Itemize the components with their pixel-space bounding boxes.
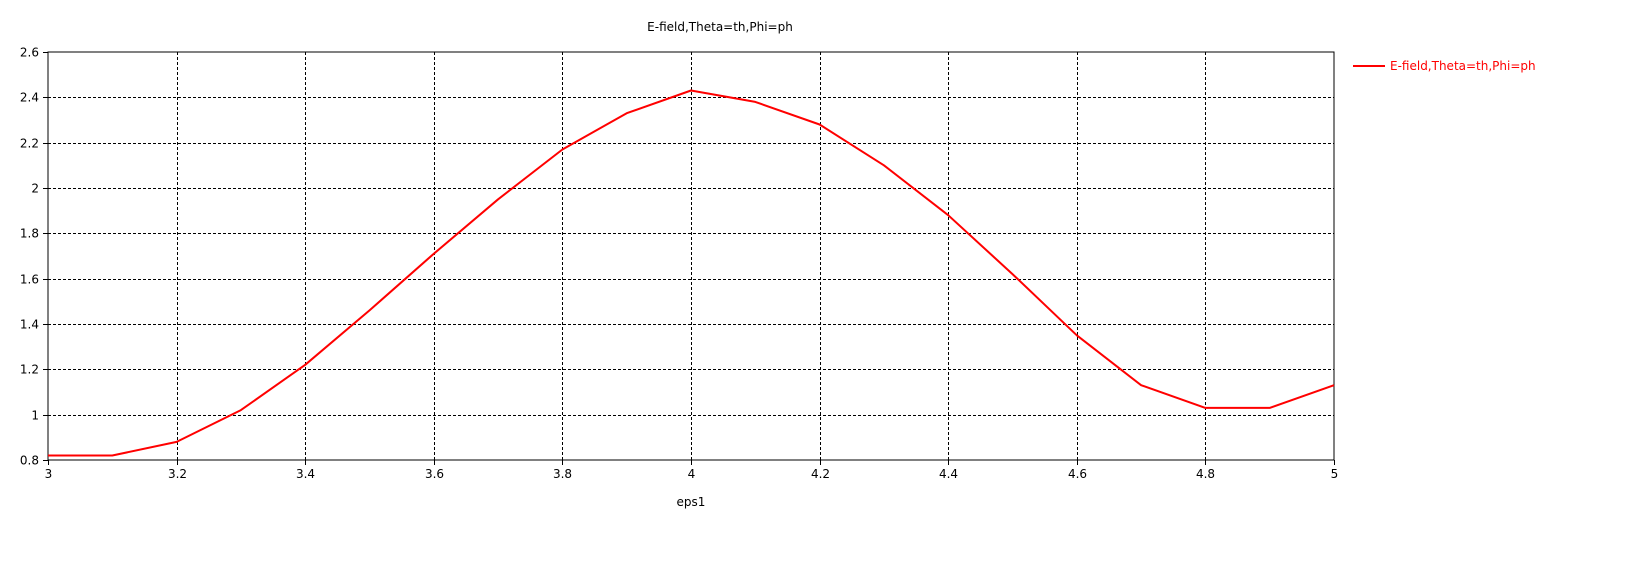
y-axis-tick-labels: 0.8 1 1.2 1.4 1.6 1.8 2 2.2 2.4 2.6 — [20, 46, 39, 468]
y-tick-label: 0.8 — [20, 454, 39, 468]
y-tick-label: 2.2 — [20, 137, 39, 151]
y-tick-label: 1.2 — [20, 363, 39, 377]
x-tick-label: 3.6 — [425, 467, 444, 481]
x-tick-label: 5 — [1331, 467, 1339, 481]
legend-label: E-field,Theta=th,Phi=ph — [1390, 59, 1536, 73]
y-tick-label: 2.4 — [20, 91, 39, 105]
y-tick-label: 2.6 — [20, 46, 39, 60]
x-tick-label: 4.4 — [939, 467, 958, 481]
y-tick-label: 2 — [31, 182, 39, 196]
y-tick-label: 1.6 — [20, 273, 39, 287]
y-tick-label: 1.8 — [20, 227, 39, 241]
series-lines — [48, 89, 1335, 457]
x-axis-tick-labels: 3 3.2 3.4 3.6 3.8 4 4.2 4.4 4.6 4.8 5 — [45, 467, 1339, 481]
x-tick-label: 3.2 — [168, 467, 187, 481]
chart-title: E-field,Theta=th,Phi=ph — [647, 20, 793, 34]
y-tick-label: 1.4 — [20, 318, 39, 332]
x-tick-label: 4.6 — [1068, 467, 1087, 481]
x-tick-label: 3 — [45, 467, 53, 481]
x-tick-label: 3.8 — [553, 467, 572, 481]
x-tick-label: 3.4 — [296, 467, 315, 481]
x-axis-label: eps1 — [677, 495, 706, 509]
x-tick-label: 4.8 — [1196, 467, 1215, 481]
axis-ticks — [43, 52, 1335, 465]
y-tick-label: 1 — [31, 409, 39, 423]
series-line — [48, 89, 1335, 457]
grid-lines — [48, 52, 1334, 460]
x-tick-label: 4.2 — [811, 467, 830, 481]
x-tick-label: 4 — [688, 467, 696, 481]
legend: E-field,Theta=th,Phi=ph — [1353, 59, 1536, 73]
